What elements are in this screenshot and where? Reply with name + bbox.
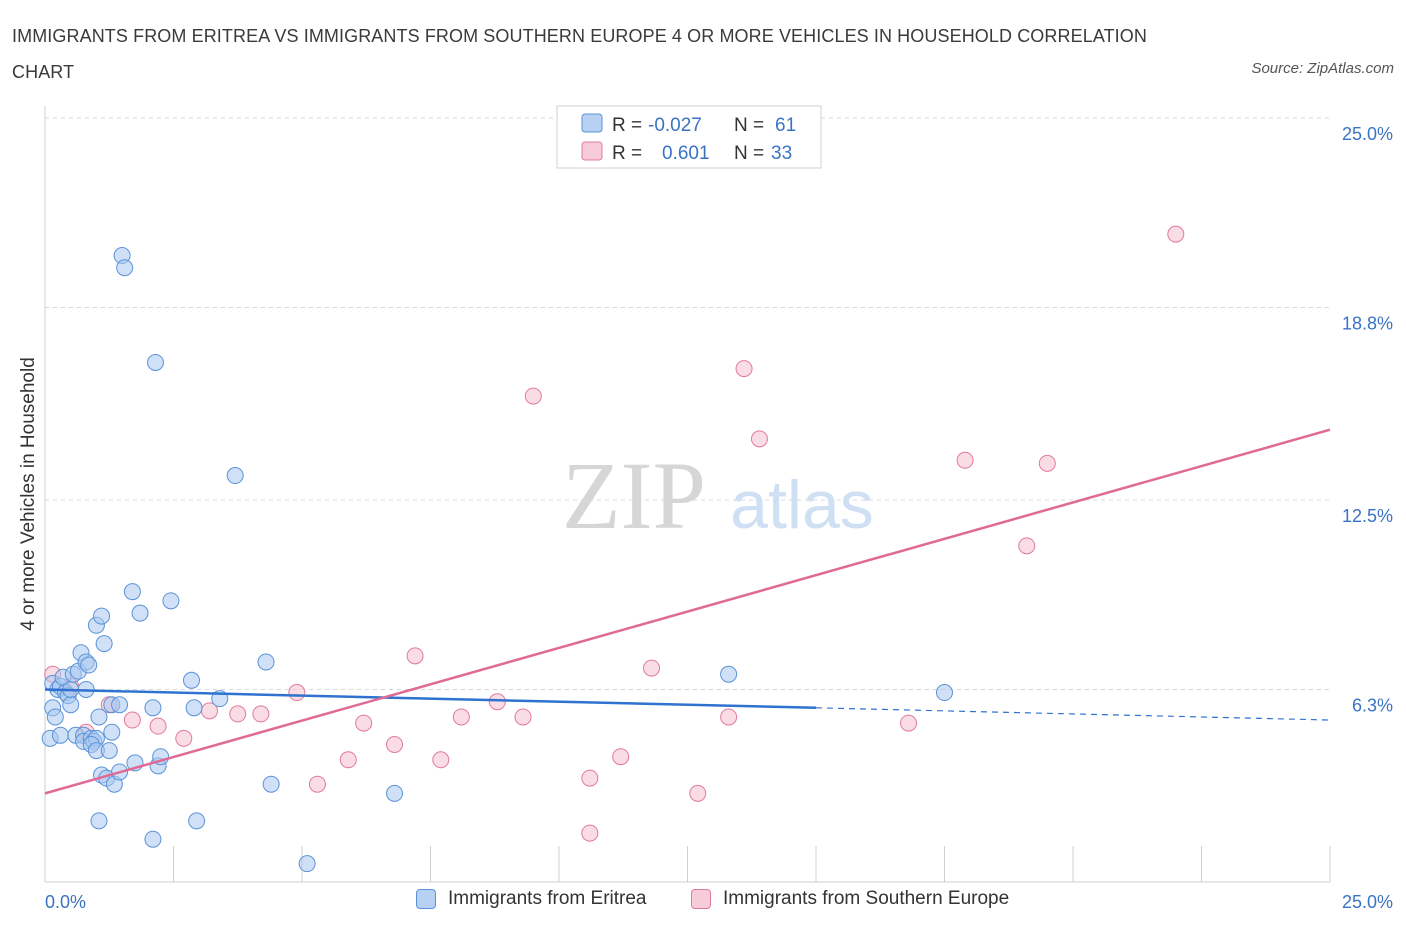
legend-label-eritrea: Immigrants from Eritrea xyxy=(448,888,647,909)
point-southern-europe xyxy=(386,735,404,753)
point-eritrea xyxy=(103,723,121,741)
legend-n-label-1: N = xyxy=(734,115,764,136)
point-southern-europe xyxy=(750,430,768,448)
point-eritrea xyxy=(936,684,953,702)
point-southern-europe xyxy=(175,729,193,747)
point-southern-europe xyxy=(288,684,306,702)
point-eritrea xyxy=(144,699,162,717)
y-axis-label: 4 or more Vehicles in Household xyxy=(18,357,39,631)
legend-swatch-southern-bottom xyxy=(691,889,711,909)
watermark-atlas: atlas xyxy=(730,467,874,543)
point-eritrea xyxy=(720,665,738,683)
point-eritrea xyxy=(51,726,69,744)
point-southern-europe xyxy=(900,714,918,732)
legend-swatch-eritrea-bottom xyxy=(416,889,436,909)
point-southern-europe xyxy=(308,775,326,793)
point-eritrea xyxy=(262,775,280,793)
point-southern-europe xyxy=(1018,537,1036,555)
point-eritrea xyxy=(131,604,149,622)
y-tick-label: 12.5% xyxy=(1342,506,1393,526)
point-eritrea xyxy=(80,656,98,674)
point-eritrea xyxy=(90,708,108,726)
point-southern-europe xyxy=(643,659,661,677)
point-eritrea xyxy=(182,671,200,689)
point-southern-europe xyxy=(252,705,270,723)
x-tick-label-start: 0.0% xyxy=(45,892,86,912)
tick-labels: 6.3% 12.5% 18.8% 25.0% 0.0% 25.0% xyxy=(45,124,1393,912)
watermark: ZIP atlas xyxy=(562,442,874,549)
point-southern-europe xyxy=(229,705,247,723)
point-southern-europe xyxy=(612,748,630,766)
point-eritrea xyxy=(144,830,162,848)
point-southern-europe xyxy=(514,708,532,726)
trend-lines xyxy=(44,428,1331,795)
legend-r-value-2: 0.601 xyxy=(662,143,710,164)
legend-label-southern: Immigrants from Southern Europe xyxy=(723,888,1010,909)
legend-n-value-1: 61 xyxy=(775,115,796,136)
point-eritrea xyxy=(185,699,203,717)
point-southern-europe xyxy=(339,751,357,769)
point-eritrea xyxy=(62,696,80,714)
legend-n-label-2: N = xyxy=(734,143,764,164)
legend-box: R = -0.027 N = 61 R = 0.601 N = 33 xyxy=(556,105,822,169)
point-southern-europe xyxy=(488,693,506,711)
point-southern-europe xyxy=(524,387,542,405)
point-southern-europe xyxy=(1038,454,1056,472)
point-southern-europe xyxy=(123,711,141,729)
point-southern-europe xyxy=(149,717,167,735)
legend-swatch-southern xyxy=(581,141,603,161)
x-tick-label-end: 25.0% xyxy=(1342,892,1393,912)
point-eritrea xyxy=(188,812,206,830)
point-eritrea xyxy=(226,467,244,485)
point-southern-europe xyxy=(689,784,707,802)
watermark-zip: ZIP xyxy=(562,442,706,549)
chart-title: IMMIGRANTS FROM ERITREA VS IMMIGRANTS FR… xyxy=(12,26,1147,82)
series-eritrea xyxy=(41,247,953,873)
point-southern-europe xyxy=(581,824,599,842)
source-label: Source: ZipAtlas.com xyxy=(1251,60,1394,77)
point-eritrea xyxy=(116,259,134,277)
point-southern-europe xyxy=(432,751,450,769)
point-eritrea xyxy=(111,696,129,714)
legend-n-value-2: 33 xyxy=(771,143,792,164)
point-eritrea xyxy=(95,635,113,653)
point-southern-europe xyxy=(355,714,373,732)
point-eritrea xyxy=(162,592,180,610)
y-tick-label: 6.3% xyxy=(1352,695,1393,715)
point-eritrea xyxy=(298,855,316,873)
point-eritrea xyxy=(123,583,141,601)
y-tick-label: 25.0% xyxy=(1342,124,1393,144)
y-tick-label: 18.8% xyxy=(1342,313,1393,333)
legend-r-label-2: R = xyxy=(612,143,642,164)
axis-layer xyxy=(44,106,1331,883)
point-southern-europe xyxy=(956,451,974,469)
legend-r-value-1: -0.027 xyxy=(648,115,702,136)
trendline-southern-europe xyxy=(44,428,1331,795)
point-southern-europe xyxy=(735,360,753,378)
point-eritrea xyxy=(93,607,111,625)
point-southern-europe xyxy=(406,647,424,665)
grid-layer xyxy=(45,117,1330,690)
point-eritrea xyxy=(257,653,275,671)
point-southern-europe xyxy=(720,708,738,726)
point-southern-europe xyxy=(581,769,599,787)
legend-item-southern[interactable]: Immigrants from Southern Europe xyxy=(691,888,1009,910)
trendline-eritrea-extension xyxy=(815,707,1331,721)
point-eritrea xyxy=(100,742,118,760)
point-eritrea xyxy=(46,708,64,726)
point-eritrea xyxy=(90,812,108,830)
legend-swatch-eritrea xyxy=(581,113,603,133)
point-eritrea xyxy=(386,784,404,802)
trendline-eritrea xyxy=(44,688,817,710)
point-southern-europe xyxy=(1167,225,1185,243)
legend-item-eritrea[interactable]: Immigrants from Eritrea xyxy=(416,888,646,910)
point-eritrea xyxy=(147,353,165,371)
legend-r-label-1: R = xyxy=(612,115,642,136)
bottom-legend: Immigrants from Eritrea Immigrants from … xyxy=(0,886,1406,918)
point-southern-europe xyxy=(452,708,470,726)
